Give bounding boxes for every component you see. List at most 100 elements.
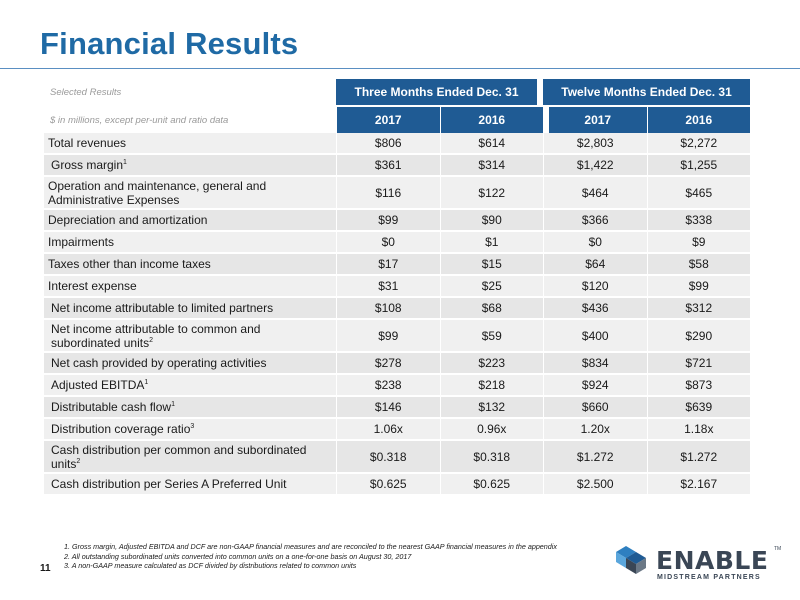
cell-value: $806 <box>336 133 440 155</box>
row-label-text: Impairments <box>48 235 115 249</box>
cell-value: $116 <box>336 177 440 210</box>
cell-value: $132 <box>439 397 544 419</box>
row-label: Cash distribution per Series A Preferred… <box>44 474 336 496</box>
cell-value: $400 <box>543 320 647 353</box>
cell-value: $31 <box>336 276 440 298</box>
year-header: 2016 <box>646 107 751 133</box>
row-label-text: Adjusted EBITDA <box>51 378 145 392</box>
cell-value: $238 <box>336 375 440 397</box>
table-row: Cash distribution per common and subordi… <box>44 441 751 474</box>
cell-value: $1,422 <box>543 155 647 177</box>
footnote-ref: 1 <box>123 159 127 166</box>
year-header: 2017 <box>543 107 647 133</box>
cell-value: $1 <box>439 232 544 254</box>
year-header-row: $ in millions, except per-unit and ratio… <box>44 107 751 133</box>
row-label-text: Total revenues <box>48 136 127 150</box>
cell-value: $338 <box>646 210 751 232</box>
cell-value: $0 <box>336 232 440 254</box>
cell-value: $924 <box>543 375 647 397</box>
table-row: Net income attributable to limited partn… <box>44 298 751 320</box>
row-label: Impairments <box>44 232 336 254</box>
row-label-text: Cash distribution per Series A Preferred… <box>51 477 287 491</box>
row-label: Interest expense <box>44 276 336 298</box>
cell-value: $0.318 <box>439 441 544 474</box>
row-label-text: Depreciation and amortization <box>48 213 208 227</box>
footnote-ref: 1 <box>144 379 149 386</box>
enable-logo: ENABLE TM MIDSTREAM PARTNERS <box>612 544 788 588</box>
cell-value: 0.96x <box>439 419 544 441</box>
units-note: $ in millions, except per-unit and ratio… <box>44 107 336 133</box>
logo-tagline: MIDSTREAM PARTNERS <box>657 574 761 581</box>
cell-value: $0.318 <box>336 441 440 474</box>
cell-value: $2.500 <box>543 474 647 496</box>
table-row: Impairments $0 $1 $0 $9 <box>44 232 751 254</box>
cell-value: $17 <box>336 254 440 276</box>
row-label: Distribution coverage ratio3 <box>44 419 336 441</box>
cell-value: $873 <box>646 375 751 397</box>
cell-value: $314 <box>439 155 544 177</box>
cell-value: $59 <box>439 320 544 353</box>
cell-value: $1,255 <box>646 155 751 177</box>
row-label-text: Interest expense <box>48 279 137 293</box>
cell-value: $361 <box>336 155 440 177</box>
footnote-ref: 3 <box>190 423 195 430</box>
row-label: Net cash provided by operating activitie… <box>44 353 336 375</box>
cell-value: $146 <box>336 397 440 419</box>
cell-value: $2.167 <box>646 474 751 496</box>
table-row: Net cash provided by operating activitie… <box>44 353 751 375</box>
cell-value: $2,272 <box>646 133 751 155</box>
footnote: 2. All outstanding subordinated units co… <box>64 551 412 561</box>
logo-trademark: TM <box>774 546 782 552</box>
cell-value: $68 <box>439 298 544 320</box>
row-label: Adjusted EBITDA1 <box>44 375 336 397</box>
row-label: Total revenues <box>44 133 336 155</box>
cell-value: $1.272 <box>543 441 647 474</box>
cell-value: $2,803 <box>543 133 647 155</box>
group-header-three-months: Three Months Ended Dec. 31 <box>336 79 544 105</box>
cell-value: $99 <box>336 320 440 353</box>
cell-value: $721 <box>646 353 751 375</box>
cell-value: 1.20x <box>543 419 647 441</box>
footnote: 3. A non-GAAP measure calculated as DCF … <box>64 561 357 570</box>
selected-results-label: Selected Results <box>44 79 336 105</box>
enable-logo-mark-icon <box>616 546 646 574</box>
footnote: 1. Gross margin, Adjusted EBITDA and DCF… <box>64 542 557 551</box>
row-label-text: Distribution coverage ratio <box>51 422 191 436</box>
table-row: Taxes other than income taxes $17 $15 $6… <box>44 254 751 276</box>
table-row: Gross margin1 $361 $314 $1,422 $1,255 <box>44 155 751 177</box>
page-number: 11 <box>40 563 51 574</box>
cell-value: $90 <box>439 210 544 232</box>
page-title: Financial Results <box>40 26 299 61</box>
row-label: Operation and maintenance, general and A… <box>44 177 336 210</box>
table-row: Adjusted EBITDA1 $238 $218 $924 $873 <box>44 375 751 397</box>
table-row: Depreciation and amortization $99 $90 $3… <box>44 210 751 232</box>
row-label-text: Cash distribution per common and subordi… <box>51 442 307 471</box>
cell-value: $0.625 <box>336 474 440 496</box>
row-label-text: Gross margin <box>51 158 124 172</box>
title-divider <box>0 68 800 69</box>
cell-value: $834 <box>543 353 647 375</box>
row-label: Taxes other than income taxes <box>44 254 336 276</box>
row-label: Cash distribution per common and subordi… <box>44 441 336 474</box>
cell-value: $120 <box>543 276 647 298</box>
cell-value: 1.18x <box>646 419 751 441</box>
row-label-text: Taxes other than income taxes <box>48 257 211 271</box>
cell-value: $290 <box>646 320 751 353</box>
cell-value: $278 <box>336 353 440 375</box>
table-row: Total revenues $806 $614 $2,803 $2,272 <box>44 133 751 155</box>
cell-value: $99 <box>646 276 751 298</box>
cell-value: $218 <box>439 375 544 397</box>
footnotes: 1. Gross margin, Adjusted EBITDA and DCF… <box>64 542 557 571</box>
cell-value: $58 <box>646 254 751 276</box>
group-header-row: Selected Results Three Months Ended Dec.… <box>44 79 751 105</box>
cell-value: $1.272 <box>646 441 751 474</box>
table-row: Distributable cash flow1 $146 $132 $660 … <box>44 397 751 419</box>
table-row: Interest expense $31 $25 $120 $99 <box>44 276 751 298</box>
year-header: 2017 <box>336 107 440 133</box>
cell-value: $223 <box>439 353 544 375</box>
row-label: Gross margin1 <box>44 155 336 177</box>
footnote-ref: 1 <box>171 401 175 408</box>
row-label-text: Operation and maintenance, general and A… <box>48 178 267 207</box>
cell-value: 1.06x <box>336 419 440 441</box>
table-row: Net income attributable to common and su… <box>44 320 751 353</box>
